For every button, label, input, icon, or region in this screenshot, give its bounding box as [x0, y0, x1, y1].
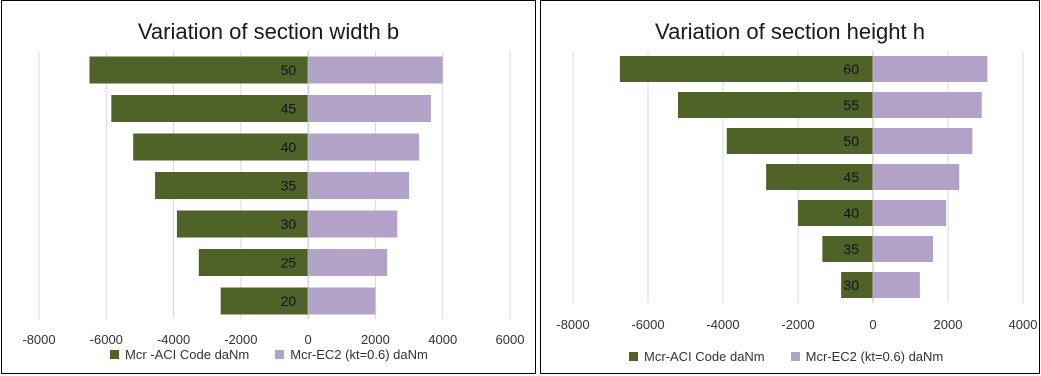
chart-plot-width: -8000 -6000 -4000 -2000 0 2000 4000 6000 50 45 40 3… — [22, 51, 525, 347]
legend-label-aci: Mcr-ACI Code daNm — [644, 349, 765, 364]
bar-aci — [841, 272, 873, 298]
chart-panel-width: Variation of section width b -8000 -6000-… — [1, 0, 536, 374]
bar-aci — [726, 128, 873, 154]
x-tick-label: 0 — [869, 317, 876, 332]
bar-ec2 — [873, 128, 973, 154]
chart-panel-height: Variation of section height h -8000 -6000… — [540, 0, 1040, 374]
category-label: 45 — [281, 101, 297, 117]
chart-title: Variation of section height h — [655, 19, 925, 44]
legend-swatch-ec2 — [790, 352, 800, 361]
category-label: 55 — [843, 97, 859, 113]
legend-item-aci: Mcr -ACI Code daNm — [110, 347, 249, 362]
category-label: 35 — [843, 241, 859, 257]
bar-ec2 — [873, 200, 947, 226]
category-label: 60 — [843, 61, 859, 77]
legend-label-ec2: Mcr-EC2 (kt=0.6) daNm — [290, 347, 428, 362]
x-tick-label: -2000 — [781, 317, 814, 332]
legend-swatch-aci — [110, 350, 119, 359]
bar-aci — [89, 56, 309, 84]
bar-aci — [766, 164, 873, 190]
bar-ec2 — [308, 249, 388, 276]
category-label: 30 — [843, 277, 859, 293]
bar-ec2 — [308, 287, 376, 315]
bar-aci — [111, 95, 309, 122]
bar-ec2 — [308, 133, 420, 161]
x-tick-label: -8000 — [556, 317, 589, 332]
x-tick-label: -4000 — [157, 332, 190, 347]
x-tick-label: 6000 — [496, 332, 525, 347]
category-label: 40 — [281, 139, 297, 155]
bar-ec2 — [308, 56, 443, 84]
bar-ec2 — [873, 272, 920, 298]
legend-label-aci: Mcr -ACI Code daNm — [125, 347, 250, 362]
category-label: 45 — [843, 169, 859, 185]
bar-ec2 — [873, 56, 988, 82]
bar-aci — [133, 133, 309, 161]
chart-title: Variation of section width b — [137, 19, 400, 44]
bar-aci — [176, 210, 309, 238]
x-tick-label: 4000 — [1009, 317, 1038, 332]
category-label: 35 — [281, 178, 297, 194]
bar-aci — [220, 287, 309, 315]
category-label: 20 — [281, 293, 297, 309]
legend-swatch-ec2 — [275, 350, 285, 359]
legend: Mcr-ACI Code daNm Mcr-EC2 (kt=0.6) daNm — [629, 349, 943, 364]
legend-item-ec2: Mcr-EC2 (kt=0.6) daNm — [790, 349, 944, 364]
category-label: 40 — [843, 205, 859, 221]
bar-aci — [198, 249, 309, 276]
legend-label-ec2: Mcr-EC2 (kt=0.6) daNm — [805, 349, 944, 364]
bar-aci — [798, 200, 873, 226]
legend-item-ec2: Mcr-EC2 (kt=0.6) daNm — [275, 347, 428, 362]
bar-ec2 — [308, 210, 398, 238]
legend: Mcr -ACI Code daNm Mcr-EC2 (kt=0.6) daNm — [110, 347, 428, 362]
bar-ec2 — [873, 236, 933, 262]
bar-aci — [155, 172, 309, 199]
bar-ec2 — [308, 172, 410, 199]
category-label: 50 — [281, 62, 297, 78]
bar-ec2 — [873, 92, 982, 118]
category-label: 50 — [843, 133, 859, 149]
x-tick-label: 4000 — [428, 332, 457, 347]
x-tick-label: 0 — [305, 332, 312, 347]
legend-item-aci: Mcr-ACI Code daNm — [629, 349, 765, 364]
bar-aci — [822, 236, 873, 262]
bar-ec2 — [873, 164, 960, 190]
x-tick-label: 2000 — [934, 317, 963, 332]
x-tick-label: -8000 — [22, 332, 55, 347]
category-label: 25 — [281, 255, 297, 271]
chart-plot-height: -8000 -6000 -4000 -2000 0 2000 4000 60 55 50 45 40 3… — [556, 51, 1038, 332]
x-tick-label: -4000 — [706, 317, 739, 332]
legend-swatch-aci — [629, 352, 638, 361]
x-tick-label: 2000 — [361, 332, 390, 347]
bar-aci — [619, 56, 873, 82]
x-tick-label: -2000 — [224, 332, 257, 347]
bar-ec2 — [308, 95, 431, 122]
category-label: 30 — [281, 216, 297, 232]
x-tick-label: -6000 — [631, 317, 664, 332]
x-tick-label: -6000 — [90, 332, 123, 347]
bar-aci — [678, 92, 873, 118]
